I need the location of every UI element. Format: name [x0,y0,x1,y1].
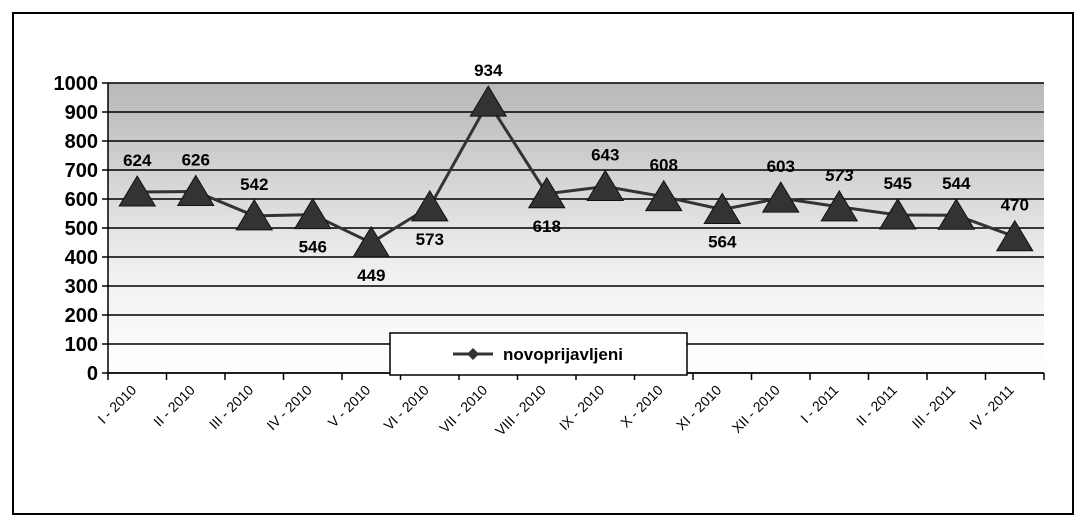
data-label: 934 [474,61,503,80]
data-point-marker [352,225,391,258]
data-point-marker [878,197,917,230]
data-point-marker [586,169,625,202]
x-tick-label: IV - 2010 [263,382,315,434]
x-tick-label: V - 2010 [325,382,374,431]
data-point-marker [644,179,683,212]
data-label: 564 [708,232,737,251]
x-tick-label: III - 2010 [206,382,257,433]
data-label: 626 [182,150,210,169]
x-tick-label: VII - 2010 [436,382,490,436]
x-tick-label: VIII - 2010 [492,382,549,439]
x-tick-label: III - 2011 [909,382,959,432]
data-point-marker [469,85,508,117]
data-point-marker [410,189,449,222]
x-axis: I - 2010 II - 2010 III - 2010 IV - 2010 V - … [94,372,1045,439]
y-tick-label: 900 [65,102,98,124]
y-tick-label: 0 [87,363,98,385]
legend-label: novoprijavljeni [503,345,623,364]
data-label: 624 [123,151,152,170]
y-tick-label: 100 [65,334,98,356]
data-point-marker [703,192,742,224]
data-label: 545 [884,174,912,193]
data-point-marker [527,176,566,209]
data-point-marker [235,198,274,231]
x-tick-label: XII - 2010 [729,382,783,436]
y-tick-label: 500 [65,218,98,240]
data-label: 618 [533,217,561,236]
data-labels: 624 626 542 546 449 573 934 618 643 608 564 603 573 5… [123,61,1029,285]
data-label: 449 [357,266,385,285]
y-tick-label: 400 [65,247,98,269]
x-tick-label: I - 2010 [94,382,139,427]
data-point-marker [761,181,800,213]
data-point-marker [995,219,1034,252]
x-tick-label: X - 2010 [617,382,666,431]
y-tick-label: 600 [65,189,98,211]
x-tick-label: II - 2011 [853,382,900,429]
data-label: 573 [416,230,444,249]
x-tick-label: II - 2010 [150,382,198,430]
y-tick-label: 1000 [54,73,99,95]
series-line [137,99,1016,245]
data-point-marker [118,175,157,207]
data-point-marker [293,197,332,230]
data-label: 544 [942,174,971,193]
legend-marker [467,348,479,360]
y-tick-label: 200 [65,305,98,327]
series-novoprijavljeni [118,85,1034,258]
x-tick-label: IX - 2010 [556,382,608,434]
data-label: 542 [240,175,268,194]
y-tick-label: 700 [65,160,98,182]
data-point-marker [820,189,859,222]
data-label: 643 [591,146,619,165]
y-tick-label: 300 [65,276,98,298]
data-point-marker [937,198,976,230]
x-tick-label: I - 2011 [797,382,841,426]
data-label: 546 [299,238,327,257]
y-axis: 0 100 200 300 400 500 600 700 800 900 1000 [54,73,109,385]
x-tick-label: IV - 2011 [966,382,1017,433]
x-tick-label: VI - 2010 [380,382,432,434]
x-tick-label: XI - 2010 [673,382,725,434]
data-point-marker [176,174,215,206]
y-tick-label: 800 [65,131,98,153]
data-label: 608 [650,156,678,175]
data-label: 573 [825,166,854,185]
legend: novoprijavljeni [389,332,688,376]
data-label: 470 [1001,196,1029,215]
legend-box [389,332,688,376]
data-label: 603 [767,157,795,176]
